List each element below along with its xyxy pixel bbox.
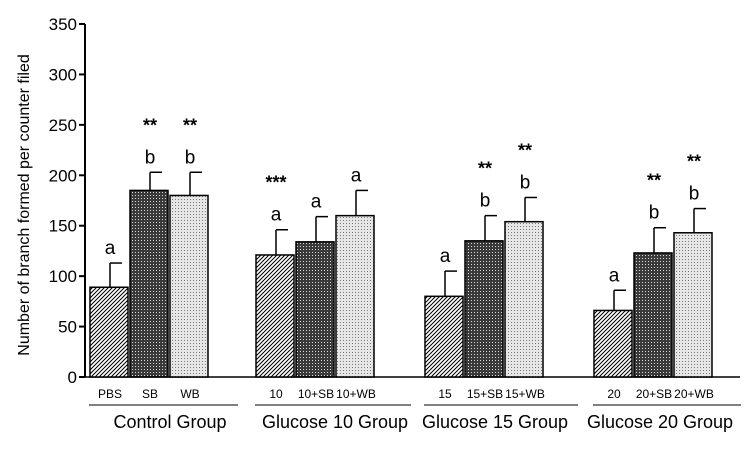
x-tick-label: 10	[269, 387, 283, 401]
x-tick-label: PBS	[98, 387, 122, 401]
significance-stars: **	[183, 115, 197, 135]
x-tick-label: 10+SB	[298, 387, 334, 401]
significance-stars: **	[687, 152, 701, 172]
bars-layer: a b ** b ** a *** a a a b ** b ** a b ** b **	[89, 115, 713, 378]
y-tick-label: 50	[58, 318, 77, 337]
x-tick-label: 20+SB	[636, 387, 672, 401]
group-label: Glucose 15 Group	[422, 412, 568, 432]
x-tick-label: 20+WB	[674, 387, 714, 401]
significance-letter: b	[689, 184, 700, 205]
bar	[424, 295, 464, 378]
significance-letter: b	[520, 172, 531, 193]
significance-stars: ***	[265, 173, 286, 193]
y-tick-label: 250	[49, 116, 77, 135]
x-tick-label: SB	[142, 387, 158, 401]
significance-letter: a	[105, 238, 116, 259]
bar	[593, 309, 633, 378]
bar	[129, 189, 169, 378]
y-tick-label: 0	[68, 368, 77, 387]
significance-stars: **	[647, 171, 661, 191]
significance-letter: b	[649, 203, 660, 224]
y-tick-label: 150	[49, 217, 77, 236]
bar	[504, 220, 544, 378]
bar	[169, 194, 209, 378]
significance-letter: b	[145, 147, 156, 168]
x-tick-label: 15	[438, 387, 452, 401]
significance-letter: a	[311, 192, 322, 213]
significance-letter: a	[440, 246, 451, 267]
significance-letter: b	[480, 191, 491, 212]
y-axis-title: Number of branch formed per counter file…	[16, 54, 33, 355]
x-tick-label: 15+SB	[467, 387, 503, 401]
bar	[633, 252, 673, 378]
x-tick-label: WB	[180, 387, 199, 401]
y-tick-label: 350	[49, 15, 77, 34]
significance-stars: **	[518, 140, 532, 160]
y-tick-label: 300	[49, 65, 77, 84]
x-tick-label: 10+WB	[336, 387, 376, 401]
bar	[89, 286, 129, 378]
significance-stars: **	[143, 115, 157, 135]
bar	[335, 214, 375, 378]
group-label: Glucose 10 Group	[262, 412, 408, 432]
bar	[295, 241, 335, 378]
significance-letter: a	[351, 165, 362, 186]
y-tick-label: 100	[49, 267, 77, 286]
x-tick-label: 15+WB	[505, 387, 545, 401]
significance-stars: **	[478, 159, 492, 179]
x-tick-label: 20	[607, 387, 621, 401]
significance-letter: a	[271, 205, 282, 226]
bar	[255, 254, 295, 378]
significance-letter: b	[185, 147, 196, 168]
bar	[464, 240, 504, 378]
group-label: Glucose 20 Group	[587, 412, 733, 432]
group-label: Control Group	[113, 412, 226, 432]
significance-letter: a	[609, 265, 620, 286]
y-tick-label: 200	[49, 166, 77, 185]
bar	[673, 232, 713, 378]
x-axis-labels: PBS SB WB Control Group 10 10+SB 10+WB Glucose …	[89, 387, 741, 432]
